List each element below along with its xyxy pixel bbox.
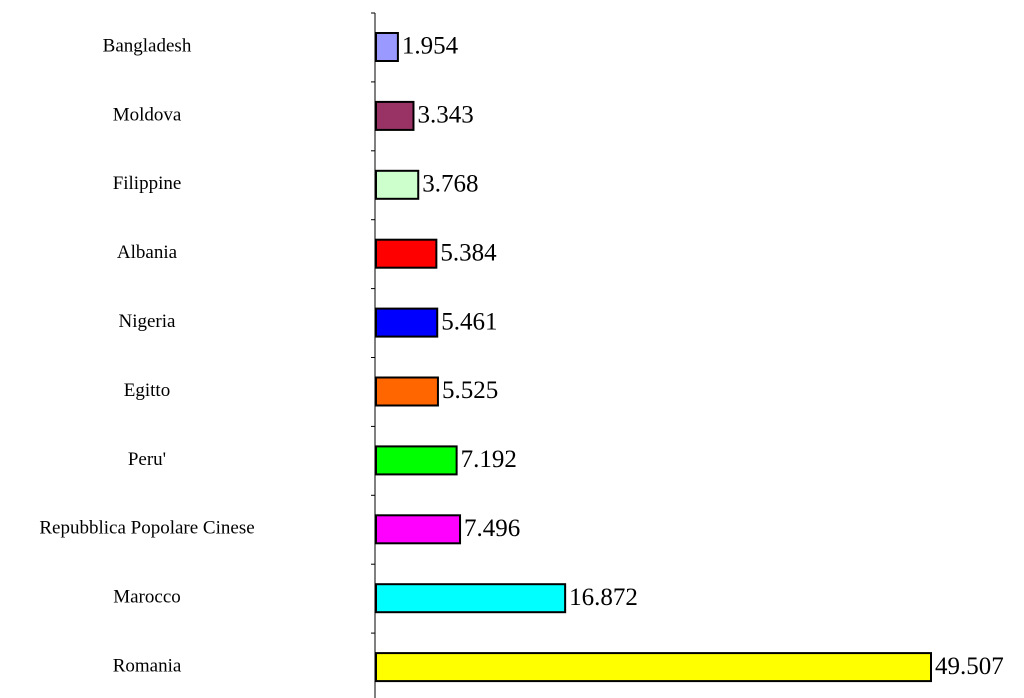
y-axis-group — [371, 12, 376, 698]
bar — [375, 583, 567, 614]
category-label: Nigeria — [119, 311, 177, 332]
value-label: 3.768 — [422, 171, 478, 198]
labels-group: Bangladesh 1.954 Moldova 3.343 Filippine 3.76… — [39, 33, 1003, 680]
category-label: Moldova — [113, 104, 182, 125]
value-label: 7.496 — [464, 515, 520, 542]
bar — [375, 514, 462, 545]
category-label: Romania — [113, 655, 182, 676]
value-label: 7.192 — [461, 446, 517, 473]
bar — [375, 100, 415, 131]
bars-group — [375, 32, 932, 683]
value-label: 5.525 — [442, 377, 498, 404]
bar — [375, 238, 438, 269]
bar — [375, 376, 439, 407]
bar — [375, 445, 458, 476]
bar — [375, 307, 439, 338]
value-label: 1.954 — [402, 33, 459, 60]
value-label: 5.461 — [441, 308, 497, 335]
value-label: 3.343 — [417, 102, 473, 129]
category-label: Peru' — [128, 449, 166, 470]
category-label: Bangladesh — [103, 35, 192, 56]
bar — [375, 32, 399, 62]
category-label: Albania — [117, 242, 178, 263]
category-label: Egitto — [124, 380, 170, 401]
value-label: 5.384 — [440, 239, 497, 266]
category-label: Marocco — [113, 587, 181, 608]
value-label: 49.507 — [935, 653, 1004, 680]
bar — [375, 169, 420, 200]
value-label: 16.872 — [569, 584, 638, 611]
bar — [375, 652, 932, 683]
category-label: Repubblica Popolare Cinese — [39, 518, 254, 539]
category-label: Filippine — [113, 173, 182, 194]
